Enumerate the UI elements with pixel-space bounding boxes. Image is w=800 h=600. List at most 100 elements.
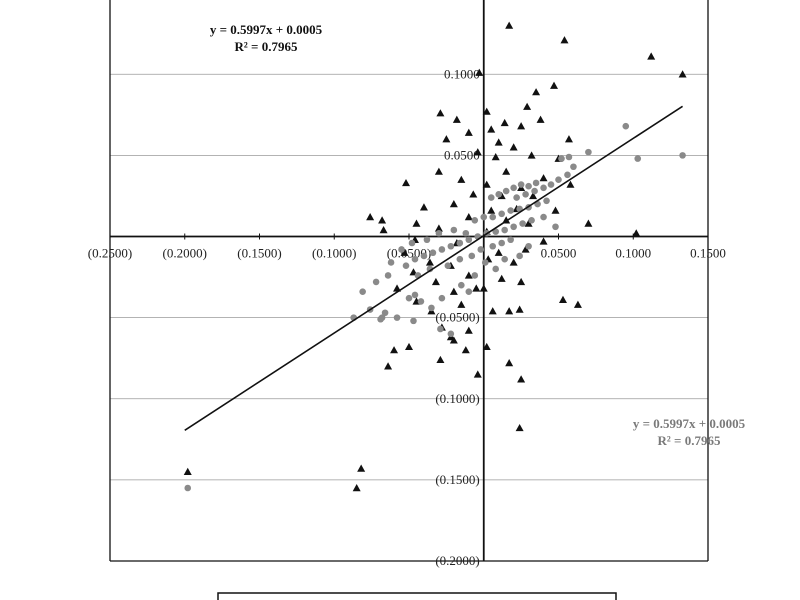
- circle-point: [398, 246, 405, 253]
- y-tick-label: (0.1500): [435, 472, 479, 487]
- triangle-point: [558, 295, 567, 303]
- x-tick-label: (0.1500): [237, 246, 281, 261]
- triangle-point: [378, 216, 387, 224]
- circle-point: [428, 304, 435, 312]
- circle-point: [540, 213, 547, 221]
- x-tick-label: (0.0500): [387, 246, 431, 261]
- circle-point: [423, 236, 431, 244]
- triangle-point: [473, 370, 482, 378]
- triangle-point: [550, 81, 559, 89]
- circle-point: [456, 255, 464, 263]
- triangle-point: [491, 153, 500, 161]
- triangle-point: [487, 125, 496, 133]
- circle-point: [543, 197, 550, 205]
- circle-point: [519, 220, 526, 227]
- circle-point: [420, 252, 428, 260]
- circle-point: [381, 309, 389, 317]
- bottom-annotation-equation: y = 0.5997x + 0.0005: [633, 416, 746, 431]
- triangle-point: [384, 362, 393, 370]
- triangle-point: [551, 206, 560, 214]
- y-tick-label: 0.1000: [444, 66, 480, 81]
- tick-labels: (0.2500) (0.2000) (0.1500) (0.1000) (0.0500)…: [88, 66, 726, 568]
- triangle-point: [473, 148, 482, 156]
- triangle-point: [434, 224, 443, 232]
- triangle-point: [436, 109, 445, 117]
- circle-point: [468, 252, 476, 260]
- triangle-point: [502, 167, 511, 175]
- triangle-point: [482, 107, 491, 115]
- circle-point: [408, 239, 416, 247]
- triangle-point: [464, 271, 473, 279]
- triangle-point: [539, 174, 548, 182]
- triangle-point: [405, 342, 413, 351]
- circle-point: [489, 213, 497, 221]
- circle-point: [585, 148, 592, 156]
- circle-point: [558, 155, 565, 162]
- triangle-point: [402, 178, 411, 187]
- triangle-point: [532, 88, 541, 96]
- circle-point: [471, 272, 479, 279]
- triangle-point: [379, 226, 388, 234]
- triangle-point: [509, 143, 518, 151]
- circle-point: [492, 265, 500, 273]
- triangle-point: [434, 167, 443, 175]
- triangle-point: [523, 102, 532, 110]
- triangle-point: [566, 180, 575, 188]
- y-tick-label: 0.0500: [444, 147, 480, 162]
- circle-point: [532, 179, 540, 187]
- triangle-point: [647, 52, 656, 60]
- circle-point: [528, 216, 535, 224]
- circle-point: [465, 236, 473, 244]
- triangle-point: [464, 128, 473, 136]
- circle-point: [498, 210, 505, 218]
- circle-point: [438, 294, 446, 302]
- circle-point: [438, 246, 446, 253]
- circle-point: [498, 239, 505, 247]
- circle-point: [372, 278, 380, 286]
- circle-point: [510, 184, 517, 192]
- circle-point: [565, 153, 573, 161]
- x-tick-label: 0.0500: [541, 246, 577, 261]
- circle-point: [570, 163, 577, 171]
- triangle-point: [366, 213, 375, 221]
- triangle-point: [425, 258, 434, 266]
- circle-point: [564, 171, 571, 179]
- triangle-point: [505, 21, 514, 29]
- triangle-point: [527, 151, 536, 159]
- circle-point: [513, 194, 520, 201]
- grid-layer: [110, 73, 708, 481]
- y-tick-label: (0.2000): [435, 553, 479, 568]
- circle-point: [634, 155, 642, 162]
- circle-point: [679, 152, 686, 159]
- circle-point: [495, 191, 503, 198]
- triangle-point: [352, 483, 361, 492]
- circle-point: [465, 288, 473, 295]
- triangle-point: [584, 219, 593, 227]
- circle-point: [410, 317, 417, 325]
- triangle-point: [457, 300, 466, 308]
- triangle-point: [488, 307, 497, 315]
- triangle-point: [457, 175, 466, 183]
- circle-point: [417, 298, 425, 305]
- triangle-point: [412, 219, 421, 227]
- circle-point: [402, 262, 410, 270]
- circle-point: [492, 228, 500, 235]
- triangle-point: [482, 342, 491, 351]
- circle-point: [426, 265, 434, 273]
- circle-point: [405, 294, 413, 302]
- x-tick-label: (0.2000): [163, 246, 207, 261]
- triangle-point: [487, 206, 496, 214]
- triangle-point: [482, 180, 491, 188]
- top-annotation-r-squared: R² = 0.7965: [235, 39, 298, 54]
- triangle-point: [357, 464, 366, 472]
- circle-point: [525, 242, 532, 250]
- triangle-point: [479, 284, 488, 292]
- triangle-point: [515, 423, 524, 432]
- circle-point: [531, 187, 538, 195]
- circle-point: [384, 272, 392, 279]
- triangle-point: [393, 284, 402, 292]
- circle-point: [516, 252, 523, 260]
- circle-point: [510, 223, 517, 231]
- circle-point: [552, 223, 559, 231]
- circle-point: [555, 176, 562, 184]
